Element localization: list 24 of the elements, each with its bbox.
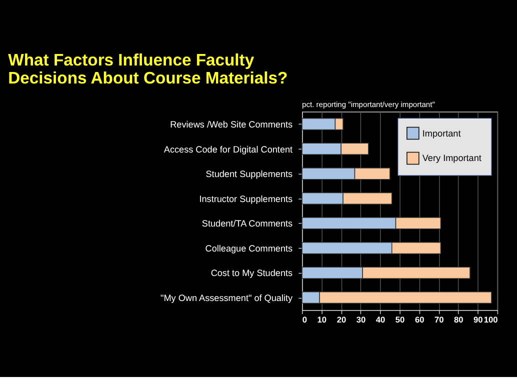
x-tick-label: 60: [414, 314, 425, 324]
y-tick-label: Reviews /Web Site Comments: [170, 119, 294, 130]
x-tick-label: 40: [376, 314, 386, 324]
x-tick-label: 100: [484, 314, 498, 324]
x-tick-label: 80: [454, 314, 464, 324]
text: What Factors Influence Faculty: [8, 50, 254, 70]
y-tick-label: Cost to My Students: [210, 268, 294, 278]
x-tick-label: 10: [317, 314, 327, 324]
x-tick-label: 70: [434, 314, 444, 324]
x-tick-label: 50: [395, 314, 406, 324]
y-tick-label: "My Own Assessment" of Quality: [160, 293, 294, 303]
legend-label: Very Important: [422, 153, 482, 164]
x-tick-label: 90: [474, 314, 484, 324]
x-tick-label: 0: [302, 314, 308, 324]
x-tick-label: 20: [336, 314, 346, 324]
y-tick-label: Colleague Comments: [205, 243, 294, 254]
y-tick-label: Student/TA Comments: [202, 218, 294, 229]
x-tick-label: 30: [356, 314, 366, 324]
text: Decisions About Course Materials?: [8, 68, 288, 88]
y-tick-label: Access Code for Digital Content: [164, 144, 294, 154]
y-tick-label: Instructor Supplements: [199, 194, 294, 204]
chart-subtitle: pct. reporting "important/very important": [302, 100, 436, 110]
legend-label: Important: [422, 128, 462, 138]
y-tick-label: Student Supplements: [206, 169, 294, 180]
